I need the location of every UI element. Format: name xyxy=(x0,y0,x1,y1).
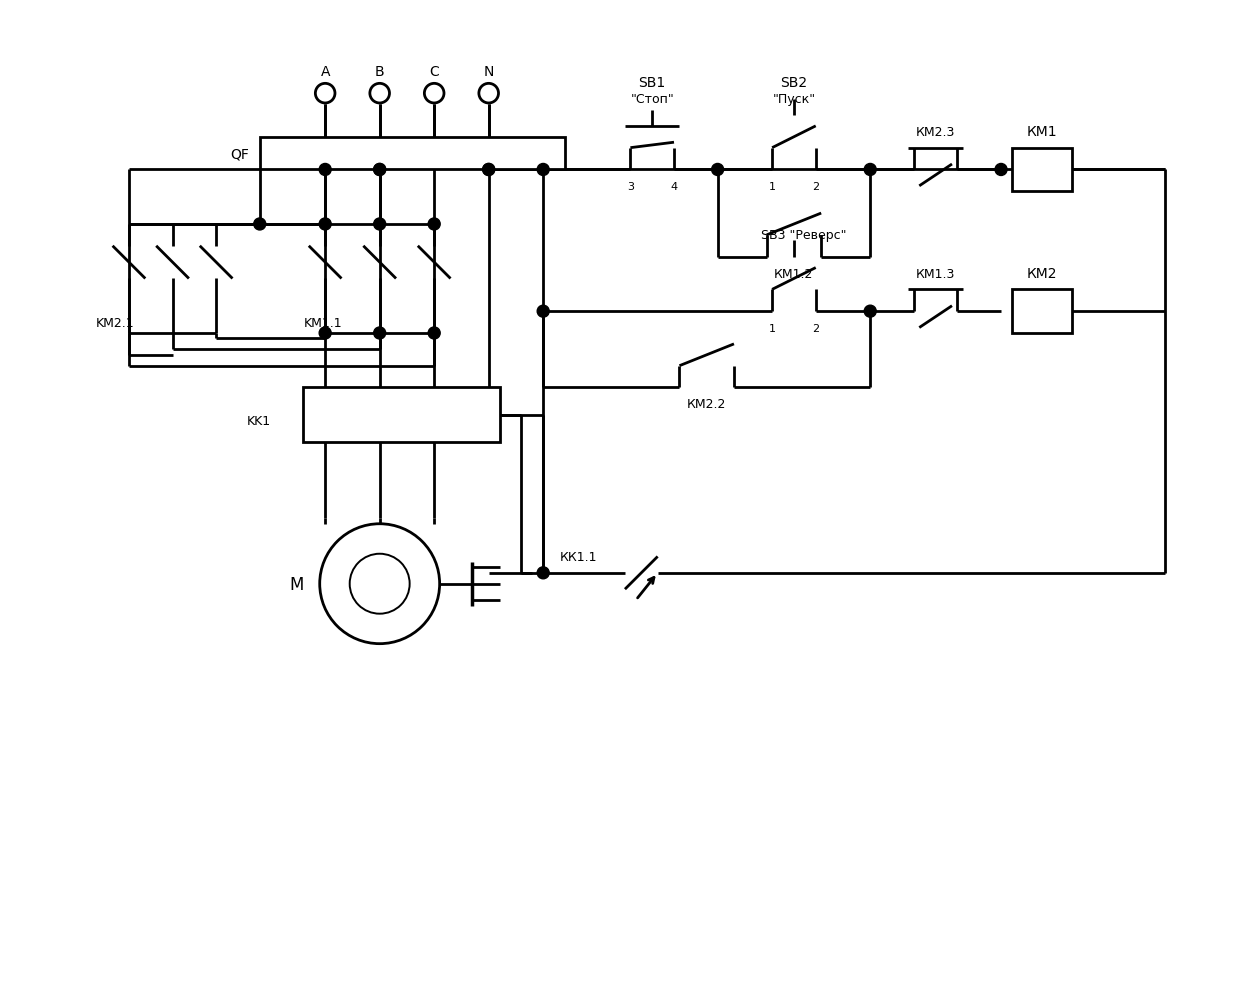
Text: SB2: SB2 xyxy=(781,77,808,90)
Text: C: C xyxy=(429,66,439,80)
Bar xyxy=(304,388,499,442)
Bar xyxy=(1012,148,1072,192)
Circle shape xyxy=(483,164,494,176)
Text: КМ2: КМ2 xyxy=(1027,266,1057,280)
Text: КМ1: КМ1 xyxy=(1027,125,1057,139)
Text: "Пуск": "Пуск" xyxy=(772,93,815,106)
Text: КМ2.3: КМ2.3 xyxy=(916,125,955,139)
Text: KM1.1: KM1.1 xyxy=(304,316,342,329)
Bar xyxy=(260,137,565,170)
Text: 2: 2 xyxy=(812,323,819,333)
Circle shape xyxy=(479,84,498,103)
Bar xyxy=(1012,290,1072,334)
Text: КМ1.2: КМ1.2 xyxy=(774,267,814,280)
Text: 3: 3 xyxy=(627,182,634,192)
Text: KK1: KK1 xyxy=(247,414,270,427)
Text: B: B xyxy=(375,66,384,80)
Text: КМ1.3: КМ1.3 xyxy=(916,267,955,280)
Text: KM2.1: KM2.1 xyxy=(97,316,135,329)
Text: QF: QF xyxy=(230,147,249,161)
Circle shape xyxy=(316,84,335,103)
Circle shape xyxy=(374,164,385,176)
Text: A: A xyxy=(321,66,330,80)
Text: 1: 1 xyxy=(768,323,776,333)
Text: 1: 1 xyxy=(768,182,776,192)
Circle shape xyxy=(425,84,444,103)
Circle shape xyxy=(320,164,331,176)
Circle shape xyxy=(538,568,549,580)
Circle shape xyxy=(374,219,385,231)
Circle shape xyxy=(711,164,724,176)
Circle shape xyxy=(429,328,440,340)
Circle shape xyxy=(349,555,410,614)
Circle shape xyxy=(320,524,440,644)
Circle shape xyxy=(320,328,331,340)
Circle shape xyxy=(374,164,385,176)
Text: КМ2.2: КМ2.2 xyxy=(686,398,726,411)
Text: КК1.1: КК1.1 xyxy=(560,551,597,564)
Text: "Стоп": "Стоп" xyxy=(631,93,674,106)
Circle shape xyxy=(995,164,1007,176)
Circle shape xyxy=(538,306,549,318)
Circle shape xyxy=(370,84,389,103)
Circle shape xyxy=(374,328,385,340)
Circle shape xyxy=(429,219,440,231)
Circle shape xyxy=(865,164,876,176)
Text: SB1: SB1 xyxy=(638,77,665,90)
Circle shape xyxy=(483,164,494,176)
Text: M: M xyxy=(289,576,304,593)
Text: 2: 2 xyxy=(812,182,819,192)
Circle shape xyxy=(254,219,265,231)
Text: 4: 4 xyxy=(670,182,678,192)
Text: SB3 "Реверс": SB3 "Реверс" xyxy=(761,230,846,243)
Circle shape xyxy=(320,219,331,231)
Circle shape xyxy=(538,164,549,176)
Circle shape xyxy=(865,306,876,318)
Text: N: N xyxy=(483,66,494,80)
